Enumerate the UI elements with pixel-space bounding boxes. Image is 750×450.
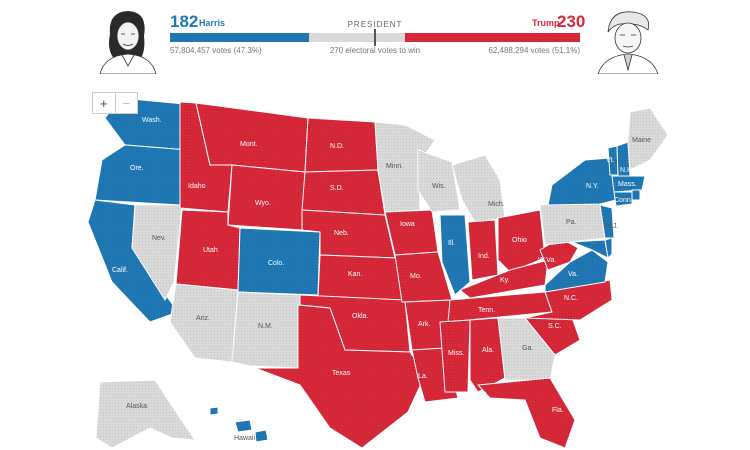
state-ny[interactable] [547,157,617,206]
label-wa: Wash. [142,117,162,124]
label-ny: N.Y. [586,183,599,190]
state-nm[interactable] [231,291,301,369]
state-az[interactable] [169,283,239,363]
harris-electoral-count: 182 [170,12,199,31]
state-hi-3[interactable] [209,406,219,416]
label-ma: Mass. [618,181,637,188]
label-nh: N.H. [620,167,634,174]
state-ak[interactable] [95,379,196,449]
zoom-in-button[interactable]: + [93,93,115,113]
label-ia: Iowa [400,221,415,228]
label-sd: S.D. [330,185,344,192]
label-ar: Ark. [418,321,431,328]
label-ga: Ga. [522,345,533,352]
label-mo: Mo. [410,273,422,280]
trump-bar-segment [404,33,580,42]
electoral-bar [170,29,580,46]
harris-popular-vote: 57,804,457 votes (47.3%) [170,46,262,55]
label-ca: Calif. [112,267,128,274]
label-al: Ala. [482,347,494,354]
state-ri[interactable] [631,189,641,201]
threshold-label: 270 electoral votes to win [329,46,421,55]
label-sc: S.C. [548,323,562,330]
label-id: Idaho [188,183,206,190]
zoom-out-button[interactable]: − [114,93,137,113]
label-ct: Conn. [614,197,633,204]
label-wv: W.Va. [538,257,556,264]
harris-label: Harris [199,18,226,28]
label-or: Ore. [130,165,144,172]
label-mn: Minn. [386,163,403,170]
zoom-controls: + − [92,92,138,114]
state-mt[interactable] [195,102,309,173]
label-co: Colo. [268,260,284,267]
label-wy: Wyo. [255,200,271,207]
label-nv: Nev. [152,235,166,242]
harris-bar-segment [170,33,309,42]
label-ak: Alaska [126,403,147,410]
state-hi-2[interactable] [254,429,269,443]
state-mi[interactable] [451,154,506,223]
race-title: PRESIDENT [347,20,403,29]
label-me: Maine [632,137,651,144]
label-ky: Ky. [500,277,510,284]
label-tn: Tenn. [478,307,495,314]
label-ut: Utah [203,247,218,254]
label-oh: Ohio [512,237,527,244]
label-pa: Pa. [566,219,577,226]
us-electoral-map[interactable]: Wash. Ore. Calif. Nev. Idaho Mont. Wyo. … [0,80,750,450]
state-wi[interactable] [417,149,461,213]
label-mi: Mich. [488,201,505,208]
label-nc: N.C. [564,295,578,302]
label-wi: Wis. [432,183,446,190]
label-nj: N.J. [606,223,619,230]
results-header: 182 Harris PRESIDENT Trump 230 57,804,45… [0,0,750,78]
label-ne: Neb. [334,230,349,237]
trump-label: Trump [532,18,560,28]
trump-electoral-count: 230 [557,12,586,31]
label-la: La. [418,373,428,380]
harris-portrait [99,11,157,74]
label-az: Ariz. [196,315,210,322]
state-hi-1[interactable] [234,419,253,433]
state-ia[interactable] [384,209,439,256]
threshold-marker [374,29,376,46]
label-nd: N.D. [330,143,344,150]
label-ok: Okla. [352,313,368,320]
label-il: Ill. [448,240,455,247]
trump-portrait [597,11,659,74]
label-fl: Fla. [552,407,564,414]
trump-popular-vote: 62,488,294 votes (51.1%) [488,46,580,55]
label-ks: Kan. [348,271,362,278]
label-mt: Mont. [240,141,258,148]
label-ms: Miss. [448,350,464,357]
state-in[interactable] [467,219,499,281]
state-or[interactable] [94,144,189,206]
state-labels: Wash. Ore. Calif. Nev. Idaho Mont. Wyo. … [112,117,651,442]
label-in: Ind. [478,253,490,260]
label-vt: Vt. [606,157,615,164]
label-hi: Hawaii [234,435,255,442]
label-tx: Texas [332,370,351,377]
state-wy[interactable] [227,164,306,231]
label-va: Va. [568,271,578,278]
label-nm: N.M. [258,323,273,330]
state-sd[interactable] [301,169,386,216]
